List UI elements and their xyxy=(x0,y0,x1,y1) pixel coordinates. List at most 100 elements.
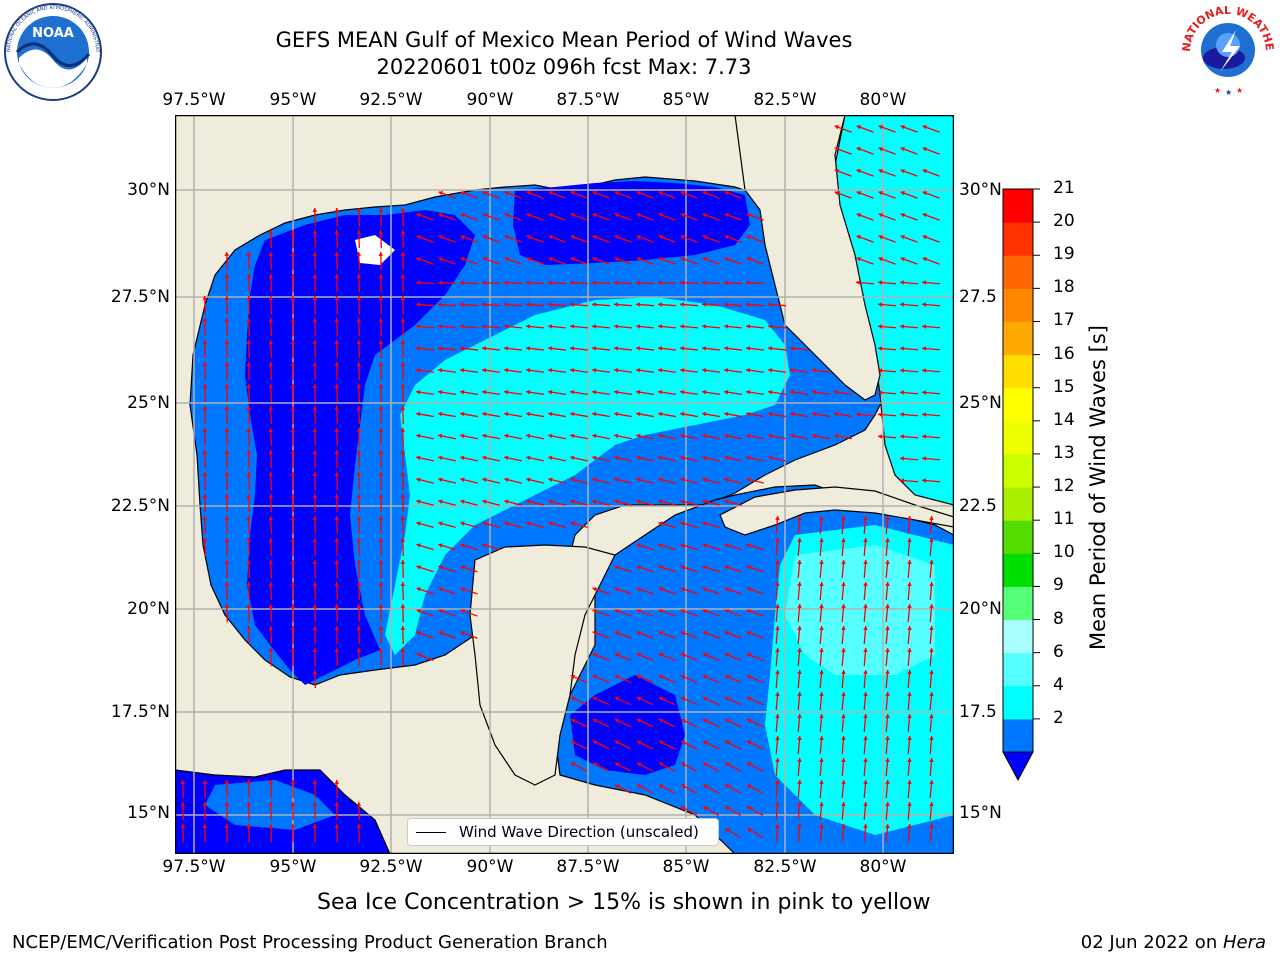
wind-arrow-head xyxy=(819,758,824,763)
wind-arrow-head xyxy=(702,433,707,439)
wind-arrow-head xyxy=(900,412,905,417)
wind-arrow-head xyxy=(438,280,443,286)
wind-arrow-head xyxy=(658,587,663,592)
wind-arrow-head xyxy=(526,499,531,504)
wind-arrow-head xyxy=(592,411,597,417)
wind-arrow-head xyxy=(378,362,384,366)
colorbar-tick-label: 11 xyxy=(1053,509,1075,530)
wind-arrow-head xyxy=(614,587,619,592)
wind-arrow-head xyxy=(224,450,230,454)
wind-arrow-head xyxy=(570,389,575,395)
wind-arrow-head xyxy=(863,516,868,521)
wind-arrow-head xyxy=(312,362,318,366)
wind-arrow-head xyxy=(312,472,318,476)
wind-arrow-head xyxy=(592,235,597,240)
colorbar-tick-label: 9 xyxy=(1053,575,1064,596)
lat-label-left: 20°N xyxy=(127,599,170,619)
wind-arrow-head xyxy=(290,516,296,520)
wind-arrow-head xyxy=(746,411,751,417)
wind-arrow-head xyxy=(885,626,890,631)
wind-arrow-head xyxy=(929,560,934,565)
wind-arrow-head xyxy=(334,516,340,520)
wind-arrow-head xyxy=(526,280,531,286)
wind-arrow-head xyxy=(526,455,531,461)
wind-arrow-head xyxy=(885,670,890,675)
wind-arrow-head xyxy=(724,652,730,658)
wind-arrow-head xyxy=(900,213,905,218)
wind-arrow-head xyxy=(416,609,421,614)
wind-arrow-head xyxy=(224,494,230,498)
wind-arrow-head xyxy=(504,499,509,504)
wind-arrow-head xyxy=(702,696,708,701)
colorbar-tick-label: 19 xyxy=(1053,244,1075,265)
wind-arrow-head xyxy=(460,411,465,417)
wind-arrow-head xyxy=(658,477,663,483)
wind-arrow-head xyxy=(504,280,509,286)
colorbar-tick-label: 18 xyxy=(1053,277,1075,298)
wind-arrow-head xyxy=(224,274,230,278)
wind-arrow-head xyxy=(246,802,252,806)
lat-label-left: 30°N xyxy=(127,180,170,200)
wind-arrow-head xyxy=(636,696,642,701)
wind-arrow-head xyxy=(929,802,934,807)
wind-arrow-head xyxy=(356,604,362,608)
wind-arrow-head xyxy=(614,740,620,745)
wind-arrow-head xyxy=(526,433,531,439)
lon-label-top: 97.5°W xyxy=(162,90,226,110)
wind-arrow-head xyxy=(378,318,384,322)
wind-arrow-head xyxy=(246,428,252,432)
wind-arrow-head xyxy=(416,368,421,373)
wind-arrow-head xyxy=(775,692,780,697)
wind-arrow-head xyxy=(356,560,362,564)
wind-arrow-head xyxy=(768,411,773,417)
wind-arrow-head xyxy=(636,740,642,745)
wind-arrow-head xyxy=(460,477,465,483)
wind-arrow-head xyxy=(746,565,751,570)
wind-arrow-head xyxy=(180,824,186,828)
svg-text:★: ★ xyxy=(1236,86,1243,95)
wind-arrow-head xyxy=(819,736,824,741)
legend-line-sample xyxy=(416,831,446,833)
wind-arrow-head xyxy=(885,714,890,719)
wind-arrow-head xyxy=(681,806,686,811)
wind-arrow-head xyxy=(680,499,685,504)
wind-arrow-head xyxy=(746,324,751,329)
wind-arrow-head xyxy=(570,499,575,504)
wind-arrow-head xyxy=(312,208,318,212)
wind-arrow-head xyxy=(504,235,509,240)
wind-arrow-head xyxy=(504,191,509,196)
wind-arrow-head xyxy=(797,692,802,697)
wind-arrow-head xyxy=(268,428,274,432)
wind-arrow-head xyxy=(819,560,824,565)
wind-arrow-head xyxy=(438,477,443,483)
wind-arrow-head xyxy=(797,802,802,807)
wind-arrow-head xyxy=(680,257,685,262)
wind-arrow-head xyxy=(658,213,663,218)
wind-arrow-head xyxy=(504,389,509,395)
wind-arrow-head xyxy=(268,472,274,476)
wind-arrow-head xyxy=(636,587,641,592)
wind-arrow-head xyxy=(841,626,846,631)
colorbar-cell xyxy=(1003,288,1033,322)
wind-arrow-head xyxy=(246,450,252,454)
wind-arrow-head xyxy=(290,252,296,256)
wind-arrow-head xyxy=(841,714,846,719)
wind-arrow-head xyxy=(356,472,362,476)
wind-arrow-head xyxy=(929,516,934,521)
wind-arrow-head xyxy=(356,450,362,454)
wind-arrow-head xyxy=(246,494,252,498)
wind-arrow-head xyxy=(416,543,421,548)
wind-arrow-head xyxy=(856,412,861,417)
wind-arrow-head xyxy=(378,296,384,300)
wind-arrow-head xyxy=(680,433,685,439)
wind-arrow-head xyxy=(416,257,421,262)
wind-arrow-head xyxy=(841,516,846,521)
colorbar-tick-label: 13 xyxy=(1053,442,1075,463)
colorbar-cell xyxy=(1003,619,1033,654)
map-frame xyxy=(175,115,954,854)
wind-arrow-head xyxy=(246,406,252,410)
wind-arrow-head xyxy=(841,582,846,587)
lat-label-left: 22.5°N xyxy=(110,496,170,516)
wind-arrow-head xyxy=(775,538,780,543)
wind-arrow-head xyxy=(724,213,729,218)
